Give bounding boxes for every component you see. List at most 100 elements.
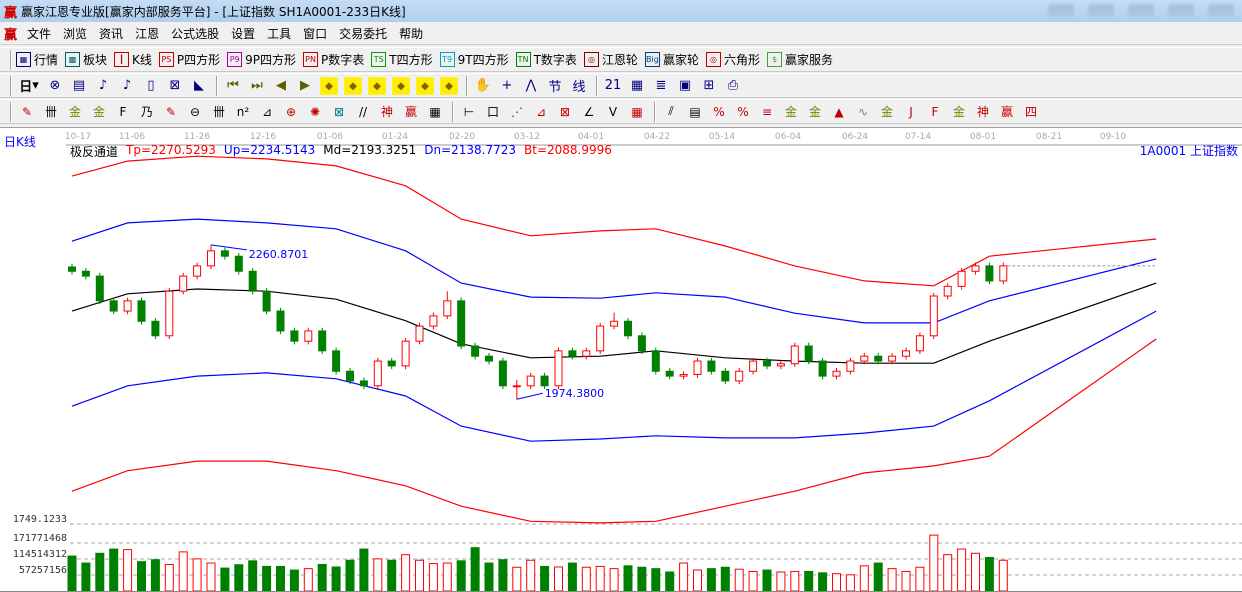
drawing-tool-icon-41[interactable]: 四 bbox=[1024, 105, 1037, 119]
first-icon[interactable]: ⏮ bbox=[227, 78, 239, 93]
toolbar-button-0[interactable]: ▦ 行情 bbox=[16, 51, 58, 68]
last-icon[interactable]: ⏭ bbox=[251, 78, 263, 93]
drawing-tool-icon-5[interactable]: 乃 bbox=[140, 105, 153, 119]
drawing-tool-icon-15[interactable]: 神 bbox=[380, 105, 393, 119]
toolbar-button-12[interactable]: $ 赢家服务 bbox=[766, 51, 833, 68]
menu-0[interactable]: 文件 bbox=[27, 27, 52, 41]
menu-2[interactable]: 资讯 bbox=[99, 27, 124, 41]
pattern-icon[interactable]: ⊠ bbox=[169, 78, 181, 93]
drawing-tool-icon-13[interactable]: ⊠ bbox=[333, 104, 345, 119]
drawing-tool-icon-14[interactable]: // bbox=[358, 104, 368, 119]
help-button[interactable] bbox=[1128, 4, 1154, 16]
print-icon[interactable]: ⎙ bbox=[727, 78, 739, 93]
menu-9[interactable]: 帮助 bbox=[399, 27, 424, 41]
drawing-tool-icon-0[interactable]: ✎ bbox=[21, 104, 33, 119]
green-line-icon[interactable]: 线 bbox=[572, 80, 586, 95]
arrow-left-diamond-icon[interactable]: ◆ bbox=[320, 76, 338, 95]
close-button[interactable] bbox=[1208, 4, 1234, 16]
notebook-icon[interactable]: ≣ bbox=[655, 78, 667, 93]
node-icon[interactable]: 节 bbox=[548, 80, 562, 95]
wave3-icon[interactable]: ♪ bbox=[98, 78, 108, 93]
drawing-tool-icon-23[interactable]: ∠ bbox=[583, 104, 595, 119]
drawing-tool-icon-12[interactable]: ✺ bbox=[309, 104, 321, 119]
line-tool-icon[interactable]: ⋀ bbox=[525, 78, 537, 93]
drawing-tool-icon-38[interactable]: 金 bbox=[952, 105, 965, 119]
drawing-tool-icon-27[interactable]: ▤ bbox=[689, 104, 701, 119]
network-icon[interactable]: ⊞ bbox=[703, 78, 715, 93]
arrow-out-diamond-icon[interactable]: ◆ bbox=[416, 76, 434, 95]
calendar-icon[interactable]: 21 bbox=[604, 78, 622, 93]
toolbar-button-2[interactable]: ┃ K线 bbox=[114, 51, 152, 68]
drawing-tool-icon-10[interactable]: ⊿ bbox=[261, 104, 273, 119]
drawing-tool-icon-6[interactable]: ✎ bbox=[165, 104, 177, 119]
kline-chart[interactable]: 10-17 11-06 11-26 12-16 01-06 01-24 02-20 03-12… bbox=[0, 127, 1242, 592]
crosshair-icon[interactable]: + bbox=[501, 78, 513, 93]
arrow-right-diamond-icon[interactable]: ◆ bbox=[344, 76, 362, 95]
wave9-icon[interactable]: ♪ bbox=[122, 78, 132, 93]
arrow-in-diamond-icon[interactable]: ◆ bbox=[392, 76, 410, 95]
drawing-tool-icon-3[interactable]: 金 bbox=[92, 105, 105, 119]
drawing-tool-icon-7[interactable]: ⊖ bbox=[189, 104, 201, 119]
drawing-tool-icon-25[interactable]: ▦ bbox=[631, 104, 643, 119]
drawing-tool-icon-24[interactable]: V bbox=[608, 104, 618, 119]
drawing-tool-icon-37[interactable]: F bbox=[931, 104, 939, 119]
drawing-tool-icon-2[interactable]: 金 bbox=[68, 105, 81, 119]
drawing-tool-icon-4[interactable]: F bbox=[119, 104, 127, 119]
menu-3[interactable]: 江恩 bbox=[135, 27, 160, 41]
toolbar-button-8[interactable]: TN T数字表 bbox=[515, 51, 577, 68]
period-selector[interactable]: 日 ▾ bbox=[19, 78, 39, 95]
drawing-tool-icon-20[interactable]: ⋰ bbox=[511, 104, 523, 119]
drawing-tool-icon-34[interactable]: ∿ bbox=[857, 104, 869, 119]
drawing-tool-icon-9[interactable]: n² bbox=[236, 104, 250, 119]
drawing-tool-icon-32[interactable]: 金 bbox=[808, 105, 821, 119]
toolbar-button-7[interactable]: T9 9T四方形 bbox=[439, 51, 509, 68]
menu-8[interactable]: 交易委托 bbox=[339, 27, 388, 41]
drawing-tool-icon-8[interactable]: 卌 bbox=[212, 105, 225, 119]
drawing-tool-icon-21[interactable]: ⊿ bbox=[535, 104, 547, 119]
notes-icon[interactable]: ▤ bbox=[72, 78, 86, 93]
menu-5[interactable]: 设置 bbox=[231, 27, 256, 41]
toolbar-button-9[interactable]: ◎ 江恩轮 bbox=[583, 51, 638, 68]
drawing-tool-icon-31[interactable]: 金 bbox=[784, 105, 797, 119]
drawing-tool-icon-40[interactable]: 赢 bbox=[1000, 105, 1013, 119]
drawing-tool-icon-39[interactable]: 神 bbox=[976, 105, 989, 119]
drawing-tool-icon-36[interactable]: J bbox=[909, 104, 913, 119]
drawing-tool-icon-22[interactable]: ⊠ bbox=[559, 104, 571, 119]
drawing-tool-icon-1[interactable]: 卌 bbox=[44, 105, 57, 119]
menu-4[interactable]: 公式选股 bbox=[171, 27, 220, 41]
prev-icon[interactable]: ◀ bbox=[276, 78, 286, 93]
hand-icon[interactable]: ✋ bbox=[474, 78, 492, 93]
toolbar-button-11[interactable]: ◎ 六角形 bbox=[705, 51, 760, 68]
toolbar-button-10[interactable]: Big 赢家轮 bbox=[644, 51, 699, 68]
drawing-tool-icon-26[interactable]: ⫽ bbox=[668, 104, 674, 118]
restore-button[interactable] bbox=[1088, 4, 1114, 16]
drawing-tool-icon-18[interactable]: ⊢ bbox=[463, 104, 475, 119]
toolbar-button-6[interactable]: TS T四方形 bbox=[371, 51, 433, 68]
flag-icon[interactable]: ◣ bbox=[194, 78, 204, 93]
drawing-tool-icon-11[interactable]: ⊕ bbox=[285, 104, 297, 119]
candle-type-icon[interactable]: ▯ bbox=[147, 78, 155, 93]
menu-6[interactable]: 工具 bbox=[267, 27, 292, 41]
toolbar-button-5[interactable]: PN P数字表 bbox=[303, 51, 364, 68]
arrow-v-diamond-icon[interactable]: ◆ bbox=[440, 76, 458, 95]
save-icon[interactable]: ▣ bbox=[678, 78, 692, 93]
drawing-tool-icon-19[interactable]: 口 bbox=[486, 105, 499, 119]
minimize-button[interactable] bbox=[1048, 4, 1074, 16]
drawing-tool-icon-28[interactable]: % bbox=[713, 104, 725, 119]
menu-7[interactable]: 窗口 bbox=[303, 27, 328, 41]
next-icon[interactable]: ▶ bbox=[300, 78, 310, 93]
drawing-tool-icon-30[interactable]: ≡ bbox=[761, 104, 773, 119]
drawing-tool-icon-16[interactable]: 赢 bbox=[404, 105, 417, 119]
drawing-tool-icon-17[interactable]: ▦ bbox=[429, 104, 441, 119]
toolbar-button-4[interactable]: P9 9P四方形 bbox=[227, 51, 296, 68]
toolbar-button-1[interactable]: ▩ 板块 bbox=[65, 51, 107, 68]
drawing-tool-icon-29[interactable]: % bbox=[737, 104, 749, 119]
drawing-tool-icon-35[interactable]: 金 bbox=[880, 105, 893, 119]
tool-button[interactable] bbox=[1168, 4, 1194, 16]
menu-1[interactable]: 浏览 bbox=[63, 27, 88, 41]
stock-select-icon[interactable]: ⊗ bbox=[49, 78, 61, 93]
arrow-h-diamond-icon[interactable]: ◆ bbox=[368, 76, 386, 95]
drawing-tool-icon-33[interactable]: ▲ bbox=[834, 104, 844, 119]
toolbar-button-3[interactable]: PS P四方形 bbox=[158, 51, 220, 68]
calculator-icon[interactable]: ▦ bbox=[630, 78, 644, 93]
